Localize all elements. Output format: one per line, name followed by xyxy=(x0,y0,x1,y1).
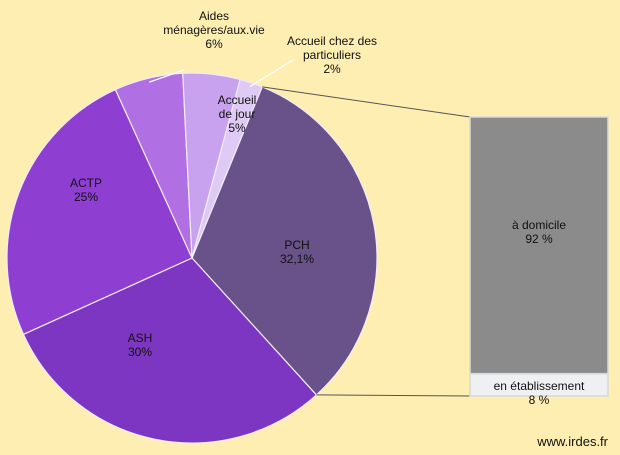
slice-label-value: 5% xyxy=(228,121,246,135)
slice-label-name: ASH xyxy=(127,331,153,345)
slice-label: ACTP 25% xyxy=(56,176,116,204)
slice-label: ASH 30% xyxy=(110,331,170,359)
bar-label-value: 8 % xyxy=(528,393,550,407)
leader-line xyxy=(149,69,185,83)
connector-line xyxy=(262,86,471,118)
connector-line xyxy=(316,394,471,397)
bar-label-value: 92 % xyxy=(525,232,553,246)
slice-label-value: 2% xyxy=(323,62,341,76)
bar-label: à domicile 92 % xyxy=(474,218,604,246)
slice-label-value: 25% xyxy=(73,190,99,204)
bar-segment xyxy=(469,372,609,397)
slice-label: Accueil chez des particuliers 2% xyxy=(277,34,387,76)
bar-label: en établissement 8 % xyxy=(474,379,604,407)
slice-label-value: 30% xyxy=(127,345,153,359)
slice-label: PCH 32,1% xyxy=(267,238,327,266)
pie-slice xyxy=(191,86,378,396)
pie-slice xyxy=(191,78,263,259)
bar-label-name: à domicile xyxy=(511,218,567,232)
slice-label-value: 32,1% xyxy=(279,252,315,266)
slice-label-value: 6% xyxy=(205,37,223,51)
leader-line xyxy=(249,59,294,88)
slice-label-name: Accueil de jour xyxy=(217,93,257,121)
slice-label-name: ACTP xyxy=(69,176,102,190)
pie-slice xyxy=(22,257,318,444)
bar-label-name: en établissement xyxy=(493,379,585,393)
slice-label-name: PCH xyxy=(284,238,310,252)
slice-label: Aides ménagères/aux.vie 6% xyxy=(154,9,274,51)
slice-label-name: Aides ménagères/aux.vie xyxy=(163,9,265,37)
source: www.irdes.fr xyxy=(537,434,608,449)
slice-label: Accueil de jour 5% xyxy=(211,93,263,135)
slice-label-name: Accueil chez des particuliers xyxy=(286,34,378,62)
pie-slice xyxy=(6,88,193,336)
